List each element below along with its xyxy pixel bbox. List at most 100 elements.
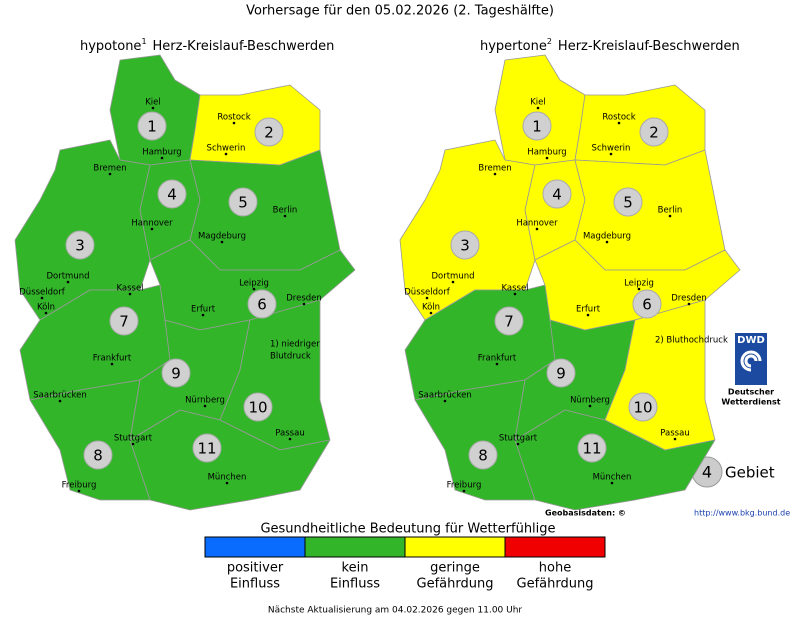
city-label: Frankfurt bbox=[478, 354, 517, 364]
dwd-abbr: DWD bbox=[737, 335, 765, 346]
city-label: Bremen bbox=[93, 164, 126, 174]
city-label: Freiburg bbox=[447, 481, 482, 491]
scale-swatch bbox=[404, 536, 506, 558]
city-label: Stuttgart bbox=[114, 434, 153, 444]
city-label: Schwerin bbox=[207, 144, 246, 154]
scale-label: Einfluss bbox=[230, 577, 280, 592]
region-number: 3 bbox=[75, 237, 85, 255]
city-dot bbox=[66, 280, 70, 284]
city-dot bbox=[605, 240, 609, 244]
city-dot bbox=[131, 442, 135, 446]
region-badge bbox=[632, 289, 662, 319]
region-number: 5 bbox=[623, 194, 633, 212]
city-dot bbox=[58, 399, 62, 403]
region-number: 9 bbox=[556, 365, 566, 383]
city-label: Hannover bbox=[516, 219, 558, 229]
map-title: hypertone2 Herz-Kreislauf-Beschwerden bbox=[480, 37, 740, 54]
city-label: Leipzig bbox=[624, 279, 654, 289]
map: hypotone1 Herz-Kreislauf-BeschwerdenKielR… bbox=[14, 37, 356, 511]
city-dot bbox=[425, 296, 429, 300]
city-label: Hannover bbox=[131, 219, 173, 229]
map-title-main: hypertone bbox=[480, 39, 547, 54]
region bbox=[129, 409, 331, 511]
city-label: Rostock bbox=[602, 113, 635, 123]
title: Vorhersage für den 05.02.2026 (2. Tagesh… bbox=[246, 4, 554, 19]
city-dot bbox=[150, 227, 154, 231]
city-dot bbox=[545, 156, 549, 160]
city-label: Passau bbox=[275, 429, 304, 439]
city-label: Leipzig bbox=[239, 279, 269, 289]
region-number: 2 bbox=[264, 124, 274, 142]
city-dot bbox=[77, 489, 81, 493]
city-dot bbox=[495, 362, 499, 366]
city-dot bbox=[108, 172, 112, 176]
region-badge bbox=[247, 289, 277, 319]
city-label: Schwerin bbox=[592, 144, 631, 154]
city-dot bbox=[451, 280, 455, 284]
city-label: Dortmund bbox=[431, 272, 474, 282]
scale-swatch bbox=[304, 536, 406, 558]
city-dot bbox=[151, 106, 155, 110]
city-dot bbox=[224, 152, 228, 156]
geobasis-label: Geobasisdaten: © bbox=[545, 509, 626, 518]
city-label: Dresden bbox=[671, 294, 707, 304]
city-label: Magdeburg bbox=[198, 232, 246, 242]
region-badge bbox=[546, 358, 576, 388]
city-label: Passau bbox=[660, 429, 689, 439]
region-number: 3 bbox=[460, 237, 470, 255]
city-label: Dresden bbox=[286, 294, 322, 304]
city-dot bbox=[44, 311, 48, 315]
region-number: 8 bbox=[93, 447, 103, 465]
region-number: 2 bbox=[649, 124, 659, 142]
region-number: 10 bbox=[248, 399, 267, 417]
region-badge bbox=[137, 111, 167, 141]
city-dot bbox=[302, 302, 306, 306]
region bbox=[514, 409, 716, 511]
map-title: hypotone1 Herz-Kreislauf-Beschwerden bbox=[80, 37, 334, 54]
city-dot bbox=[160, 156, 164, 160]
region-number: 4 bbox=[552, 186, 562, 204]
city-label: Hamburg bbox=[527, 148, 566, 158]
region-badge bbox=[468, 440, 498, 470]
region-badge bbox=[83, 440, 113, 470]
dwd-name: Wetterdienst bbox=[721, 398, 780, 407]
city-dot bbox=[617, 121, 621, 125]
region-badge bbox=[65, 230, 95, 260]
city-label: Nürnberg bbox=[570, 396, 610, 406]
city-label: Magdeburg bbox=[583, 232, 631, 242]
region-badge bbox=[228, 187, 258, 217]
city-dot bbox=[232, 121, 236, 125]
dwd-swirl bbox=[740, 350, 762, 372]
city-label: Kiel bbox=[530, 98, 546, 108]
region-number: 5 bbox=[238, 194, 248, 212]
city-dot bbox=[673, 437, 677, 441]
city-label: Köln bbox=[422, 303, 440, 313]
region-badge bbox=[109, 306, 139, 336]
city-dot bbox=[429, 311, 433, 315]
city-label: Bremen bbox=[478, 164, 511, 174]
scale-swatch bbox=[204, 536, 306, 558]
footnote: Blutdruck bbox=[270, 352, 311, 362]
city-dot bbox=[203, 404, 207, 408]
footnote: 2) Bluthochdruck bbox=[655, 336, 728, 346]
map-title-footnote: 2 bbox=[547, 37, 552, 46]
footer: Nächste Aktualisierung am 04.02.2026 geg… bbox=[268, 606, 523, 616]
scale-label: geringe bbox=[430, 561, 480, 576]
dwd-name: Deutscher bbox=[728, 388, 774, 397]
city-dot bbox=[201, 313, 205, 317]
geobasis-link[interactable]: http://www.bkg.bund.de bbox=[694, 509, 790, 518]
city-label: Berlin bbox=[658, 206, 683, 216]
city-dot bbox=[110, 362, 114, 366]
region-number: 6 bbox=[257, 296, 267, 314]
city-dot bbox=[637, 287, 641, 291]
city-dot bbox=[252, 287, 256, 291]
region-number: 1 bbox=[532, 118, 542, 136]
region-number: 8 bbox=[478, 447, 488, 465]
city-label: Saarbrücken bbox=[33, 391, 87, 401]
map: hypertone2 Herz-Kreislauf-Beschwerden Kiel… bbox=[399, 37, 741, 511]
city-dot bbox=[220, 240, 224, 244]
region-badge bbox=[522, 111, 552, 141]
city-label: Kassel bbox=[501, 284, 528, 294]
dwd-logo bbox=[735, 333, 767, 385]
city-label: Berlin bbox=[273, 206, 298, 216]
